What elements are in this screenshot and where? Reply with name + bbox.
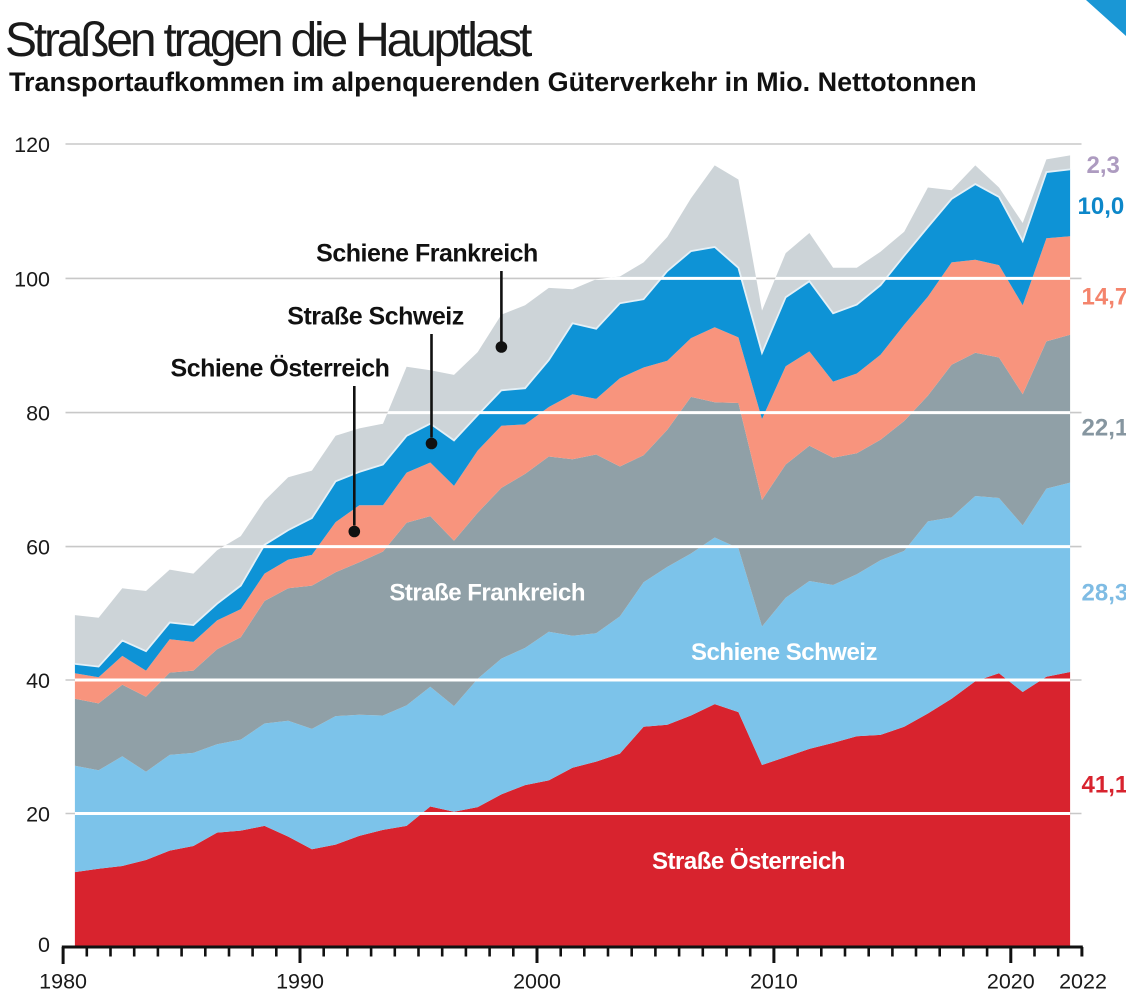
svg-text:2,3: 2,3 [1087,152,1120,179]
svg-text:60: 60 [26,536,50,560]
svg-text:Straße Schweiz: Straße Schweiz [287,303,463,331]
svg-text:28,3: 28,3 [1082,580,1126,607]
svg-text:1980: 1980 [39,970,87,994]
svg-text:Schiene Schweiz: Schiene Schweiz [691,639,877,666]
svg-text:Straße Frankreich: Straße Frankreich [389,580,585,607]
svg-text:Schiene Österreich: Schiene Österreich [171,354,390,383]
svg-text:0: 0 [38,933,50,957]
svg-text:Straße Österreich: Straße Österreich [652,848,845,875]
svg-text:2000: 2000 [513,970,561,994]
svg-text:22,1: 22,1 [1082,415,1126,442]
svg-text:120: 120 [14,133,50,157]
svg-text:80: 80 [26,402,50,426]
svg-text:40: 40 [26,669,50,693]
svg-text:Schiene Frankreich: Schiene Frankreich [316,240,538,268]
svg-text:2020: 2020 [987,970,1035,994]
svg-text:41,1: 41,1 [1082,772,1126,799]
svg-text:2022: 2022 [1059,970,1107,994]
svg-text:14,7: 14,7 [1082,284,1126,311]
svg-text:100: 100 [14,267,50,291]
svg-text:20: 20 [26,803,50,827]
svg-text:1990: 1990 [276,970,324,994]
svg-text:10,0: 10,0 [1078,193,1125,220]
svg-text:2010: 2010 [750,970,798,994]
